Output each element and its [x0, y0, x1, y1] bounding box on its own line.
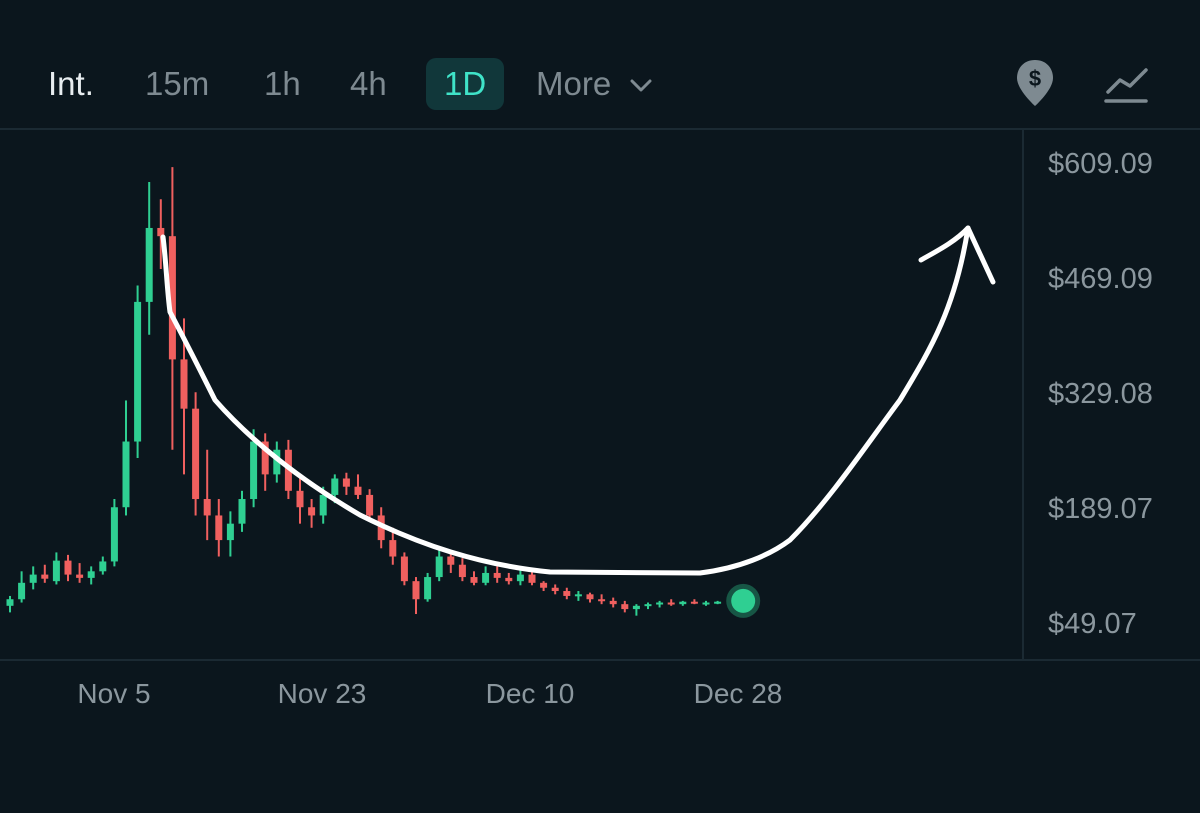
candle-body[interactable]	[470, 577, 478, 583]
candle-body[interactable]	[41, 574, 49, 579]
candle-body[interactable]	[296, 490, 304, 508]
x-tick-label: Nov 5	[77, 678, 151, 709]
candle-body[interactable]	[609, 600, 617, 605]
candle-body[interactable]	[447, 556, 455, 565]
candle-body[interactable]	[458, 564, 466, 578]
candle-body[interactable]	[76, 574, 84, 578]
candle-body[interactable]	[551, 587, 559, 592]
candle-body[interactable]	[64, 560, 72, 575]
candle-body[interactable]	[366, 494, 374, 516]
candle-body[interactable]	[6, 599, 14, 606]
candle-body[interactable]	[261, 441, 269, 475]
cup-annotation-line	[160, 225, 971, 576]
more-dropdown[interactable]: More	[536, 58, 652, 110]
candle-body[interactable]	[110, 507, 118, 562]
candles-group	[6, 167, 722, 616]
candle-body[interactable]	[52, 560, 60, 582]
x-tick-label: Nov 23	[277, 678, 367, 709]
candle-body[interactable]	[273, 449, 281, 475]
candle-body[interactable]	[389, 540, 397, 557]
interval-15m[interactable]: 15m	[145, 65, 210, 102]
candle-body[interactable]	[226, 523, 234, 541]
candle-body[interactable]	[435, 556, 443, 578]
more-label: More	[536, 65, 612, 102]
candle-body[interactable]	[632, 605, 640, 610]
candle-body[interactable]	[238, 499, 246, 524]
annotation-group	[160, 225, 996, 576]
last-price-marker-group	[726, 583, 761, 618]
candle-body[interactable]	[574, 594, 582, 597]
candle-body[interactable]	[308, 507, 316, 516]
interval-1d[interactable]: 1D	[426, 58, 505, 110]
candle-body[interactable]	[319, 494, 327, 516]
candle-body[interactable]	[493, 572, 501, 578]
candle-body[interactable]	[400, 556, 408, 582]
candle-body[interactable]	[157, 227, 165, 237]
candle-body[interactable]	[87, 571, 95, 578]
candle-body[interactable]	[29, 574, 37, 583]
candle-body[interactable]	[134, 301, 142, 442]
arrow-head-annotation	[918, 225, 996, 285]
candle-body[interactable]	[528, 574, 536, 583]
candle-body[interactable]	[505, 577, 513, 582]
last-price-dot[interactable]	[731, 588, 756, 613]
y-axis-divider	[1022, 130, 1024, 660]
x-axis-divider	[0, 659, 1200, 661]
candle-body[interactable]	[644, 604, 652, 607]
candle-body[interactable]	[563, 591, 571, 596]
y-tick-label: $329.08	[1048, 378, 1153, 410]
candle-body[interactable]	[203, 499, 211, 516]
candle-body[interactable]	[192, 408, 200, 500]
candle-body[interactable]	[621, 604, 629, 610]
candle-body[interactable]	[354, 486, 362, 495]
svg-text:$: $	[1029, 66, 1041, 91]
candle-body[interactable]	[412, 581, 420, 600]
candle-body[interactable]	[18, 582, 26, 600]
candle-body[interactable]	[656, 602, 664, 605]
x-tick-label: Dec 10	[485, 678, 575, 709]
candle-body[interactable]	[714, 601, 722, 604]
candle-body[interactable]	[516, 574, 524, 582]
candle-body[interactable]	[145, 227, 153, 302]
x-tick-label: Dec 28	[693, 678, 783, 709]
dollar-pin-icon[interactable]: $	[1015, 58, 1055, 108]
chevron-down-icon	[630, 79, 652, 92]
y-tick-label: $469.09	[1048, 263, 1153, 295]
interval-4h[interactable]: 4h	[350, 65, 387, 102]
y-tick-label: $49.07	[1048, 608, 1137, 640]
candle-body[interactable]	[122, 441, 130, 508]
candle-body[interactable]	[482, 572, 490, 583]
candle-body[interactable]	[690, 601, 698, 604]
candle-body[interactable]	[99, 561, 107, 572]
y-tick-label: $189.07	[1048, 493, 1153, 525]
candle-body[interactable]	[667, 602, 675, 605]
candle-body[interactable]	[586, 594, 594, 600]
candle-body[interactable]	[702, 602, 710, 605]
interval-int[interactable]: Int.	[48, 65, 94, 102]
candle-body[interactable]	[540, 582, 548, 588]
interval-1h[interactable]: 1h	[264, 65, 301, 102]
candle-body[interactable]	[679, 601, 687, 605]
candle-body[interactable]	[598, 599, 606, 602]
candle-body[interactable]	[250, 441, 258, 500]
interval-toolbar: Int. 15m 1h 4h 1D More $	[0, 0, 1200, 128]
candle-body[interactable]	[180, 359, 188, 409]
candle-body[interactable]	[424, 577, 432, 600]
toolbar-divider	[0, 128, 1200, 130]
candle-body[interactable]	[331, 478, 339, 495]
y-tick-label: $609.09	[1048, 148, 1153, 180]
line-chart-icon[interactable]	[1102, 64, 1150, 104]
candle-body[interactable]	[342, 478, 350, 487]
candle-body[interactable]	[215, 515, 223, 541]
candle-body[interactable]	[168, 236, 176, 360]
